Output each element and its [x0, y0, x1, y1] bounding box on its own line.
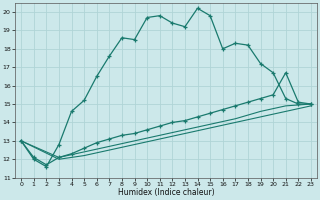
X-axis label: Humidex (Indice chaleur): Humidex (Indice chaleur): [118, 188, 214, 197]
